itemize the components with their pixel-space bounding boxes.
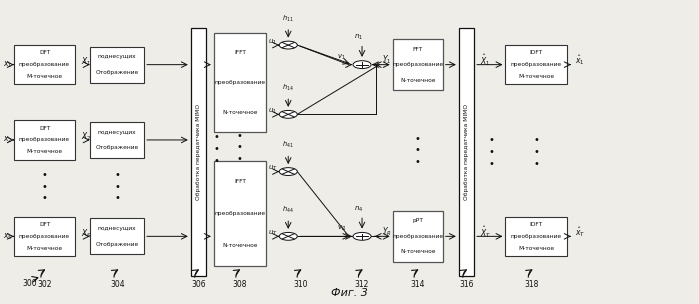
Text: поднесущих: поднесущих <box>98 130 136 135</box>
Text: 318: 318 <box>525 280 539 289</box>
Text: $Y_1$: $Y_1$ <box>382 54 391 66</box>
Text: $x_1$: $x_1$ <box>3 59 13 70</box>
Text: $h_{11}$: $h_{11}$ <box>282 14 294 24</box>
Text: $X_S$: $X_S$ <box>81 227 92 240</box>
Text: преобразование: преобразование <box>510 62 562 67</box>
Text: •
•
•: • • • <box>489 135 494 169</box>
Text: рРТ: рРТ <box>412 218 423 223</box>
Text: М-точечное: М-точечное <box>27 246 63 251</box>
FancyBboxPatch shape <box>459 29 474 275</box>
Text: $u_T$: $u_T$ <box>268 164 278 173</box>
Text: IDFT: IDFT <box>530 50 542 55</box>
FancyBboxPatch shape <box>89 47 144 83</box>
Text: $x_S$: $x_S$ <box>3 231 13 242</box>
FancyBboxPatch shape <box>505 45 567 84</box>
Text: $\hat{X}_T$: $\hat{X}_T$ <box>480 224 491 240</box>
FancyBboxPatch shape <box>214 161 266 267</box>
Text: 302: 302 <box>37 280 52 289</box>
Text: DFT: DFT <box>39 126 50 131</box>
Text: $h_{44}$: $h_{44}$ <box>282 205 294 215</box>
Text: N-точечное: N-точечное <box>400 78 435 83</box>
Text: N-точечное: N-точечное <box>222 243 258 248</box>
Text: преобразование: преобразование <box>19 62 70 67</box>
Text: преобразование: преобразование <box>215 80 266 85</box>
Text: •
•
•: • • • <box>42 170 48 203</box>
Text: $\hat{X}_1$: $\hat{X}_1$ <box>480 52 490 68</box>
Text: Отображение: Отображение <box>95 70 138 75</box>
Text: $\hat{x}_1$: $\hat{x}_1$ <box>575 53 585 67</box>
Text: $n_1$: $n_1$ <box>354 33 363 42</box>
Text: Обработка передатчика MIMO: Обработка передатчика MIMO <box>196 104 201 200</box>
Text: $\hat{x}_T$: $\hat{x}_T$ <box>575 225 586 239</box>
Text: $u_T$: $u_T$ <box>268 229 278 238</box>
Text: $X_2$: $X_2$ <box>81 131 91 143</box>
Text: 306: 306 <box>191 280 206 289</box>
Text: М-точечное: М-точечное <box>27 149 63 154</box>
FancyBboxPatch shape <box>191 29 206 275</box>
Text: $n_4$: $n_4$ <box>354 205 363 214</box>
Text: N-точечное: N-точечное <box>222 110 258 115</box>
Text: 308: 308 <box>232 280 247 289</box>
Text: Отображение: Отображение <box>95 242 138 247</box>
Text: преобразование: преобразование <box>19 234 70 239</box>
Text: $v_1$: $v_1$ <box>337 53 345 62</box>
Text: DFT: DFT <box>39 222 50 227</box>
Text: $x_2$: $x_2$ <box>3 135 13 145</box>
Circle shape <box>279 168 297 175</box>
Text: •
•
•: • • • <box>115 170 121 203</box>
Text: IDFT: IDFT <box>530 222 542 227</box>
Text: 300: 300 <box>22 278 36 288</box>
Text: преобразование: преобразование <box>215 211 266 216</box>
Text: 310: 310 <box>294 280 308 289</box>
Text: N-точечное: N-точечное <box>400 249 435 254</box>
Text: FFT: FFT <box>412 47 423 52</box>
FancyBboxPatch shape <box>14 45 75 84</box>
Text: Обработка передатчика MIMO: Обработка передатчика MIMO <box>464 104 469 200</box>
Circle shape <box>279 233 297 240</box>
Text: $Y_R$: $Y_R$ <box>382 226 392 238</box>
Text: преобразование: преобразование <box>19 137 70 143</box>
Text: $v_R$: $v_R$ <box>337 224 346 233</box>
Text: •
•
•: • • • <box>533 135 539 169</box>
Text: 316: 316 <box>459 280 474 289</box>
Text: 314: 314 <box>410 280 425 289</box>
FancyBboxPatch shape <box>393 211 442 262</box>
FancyBboxPatch shape <box>14 217 75 256</box>
Circle shape <box>353 233 371 240</box>
Text: поднесущих: поднесущих <box>98 54 136 59</box>
Text: 312: 312 <box>355 280 369 289</box>
Text: М-точечное: М-точечное <box>518 74 554 79</box>
Text: 304: 304 <box>110 280 125 289</box>
Text: преобразование: преобразование <box>392 62 443 67</box>
Text: $u_1$: $u_1$ <box>268 107 277 116</box>
FancyBboxPatch shape <box>89 122 144 158</box>
FancyBboxPatch shape <box>214 33 266 133</box>
Text: •
•
•: • • • <box>415 134 421 167</box>
Text: IFFT: IFFT <box>234 179 246 184</box>
Text: М-точечное: М-точечное <box>27 74 63 79</box>
FancyBboxPatch shape <box>393 39 442 90</box>
Text: •
•
•: • • • <box>237 131 243 164</box>
Text: поднесущих: поднесущих <box>98 226 136 231</box>
Text: IFFT: IFFT <box>234 50 246 55</box>
Text: $h_{41}$: $h_{41}$ <box>282 140 294 150</box>
Circle shape <box>353 61 371 69</box>
Text: $X_1$: $X_1$ <box>81 55 91 68</box>
Circle shape <box>279 110 297 118</box>
Text: преобразование: преобразование <box>510 234 562 239</box>
Text: $u_1$: $u_1$ <box>268 37 277 47</box>
Text: $h_{14}$: $h_{14}$ <box>282 83 294 93</box>
FancyBboxPatch shape <box>505 217 567 256</box>
FancyBboxPatch shape <box>14 120 75 160</box>
Text: М-точечное: М-точечное <box>518 246 554 251</box>
FancyBboxPatch shape <box>89 218 144 254</box>
Text: преобразование: преобразование <box>392 234 443 239</box>
Text: •
•
•: • • • <box>214 132 219 166</box>
Text: Фиг. 3: Фиг. 3 <box>331 288 368 298</box>
Text: Отображение: Отображение <box>95 145 138 150</box>
Circle shape <box>279 41 297 49</box>
Text: DFT: DFT <box>39 50 50 55</box>
